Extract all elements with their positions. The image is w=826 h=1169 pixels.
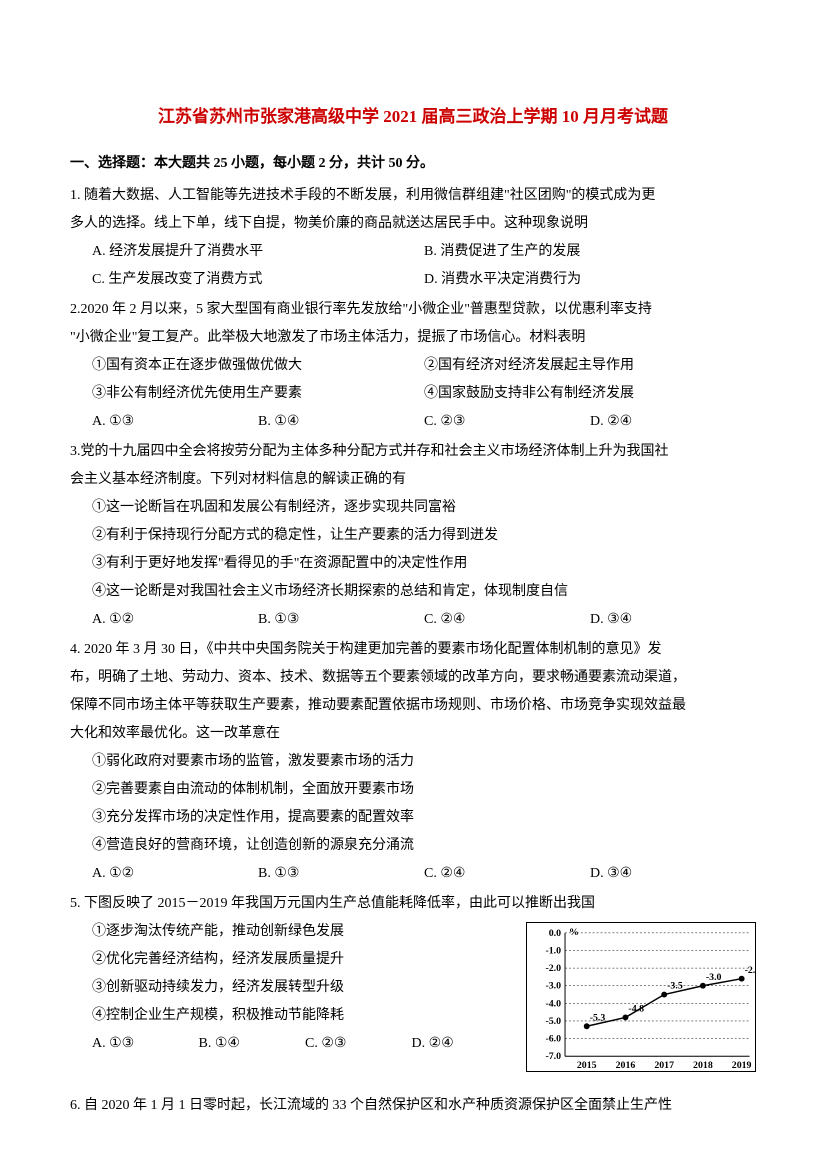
question-6: 6. 自 2020 年 1 月 1 日零时起，长江流域的 33 个自然保护区和水… xyxy=(70,1092,756,1120)
q5-sub3: ③创新驱动持续发力，经济发展转型升级 xyxy=(92,974,518,1002)
svg-text:0.0: 0.0 xyxy=(549,928,561,939)
svg-text:-2.6: -2.6 xyxy=(745,965,755,976)
svg-text:2019: 2019 xyxy=(732,1060,752,1071)
q4-stem-line2: 布，明确了土地、劳动力、资本、技术、数据等五个要素领域的改革方向，要求畅通要素流… xyxy=(70,664,756,692)
q3-stem-line1: 3.党的十九届四中全会将按劳分配为主体多种分配方式并存和社会主义市场经济体制上升… xyxy=(70,438,756,466)
q4-stem-line3: 保障不同市场主体平等获取生产要素，推动要素配置依据市场规则、市场价格、市场竞争实… xyxy=(70,692,756,720)
q1-opt-c: C. 生产发展改变了消费方式 xyxy=(92,266,424,294)
q3-sub1: ①这一论断旨在巩固和发展公有制经济，逐步实现共同富裕 xyxy=(92,494,756,522)
svg-text:-3.5: -3.5 xyxy=(667,981,683,992)
q5-opt-d: D. ②④ xyxy=(412,1030,519,1058)
exam-title: 江苏省苏州市张家港高级中学 2021 届高三政治上学期 10 月月考试题 xyxy=(70,100,756,134)
question-2: 2.2020 年 2 月以来，5 家大型国有商业银行率先发放给"小微企业"普惠型… xyxy=(70,296,756,436)
q1-opt-d: D. 消费水平决定消费行为 xyxy=(424,266,756,294)
q2-stem-line1: 2.2020 年 2 月以来，5 家大型国有商业银行率先发放给"小微企业"普惠型… xyxy=(70,296,756,324)
q5-sub1: ①逐步淘汰传统产能，推动创新绿色发展 xyxy=(92,918,518,946)
q4-opt-b: B. ①③ xyxy=(258,860,424,888)
q4-sub1: ①弱化政府对要素市场的监管，激发要素市场的活力 xyxy=(92,748,756,776)
q2-opt-b: B. ①④ xyxy=(258,408,424,436)
q5-stem: 5. 下图反映了 2015－2019 年我国万元国内生产总值能耗降低率，由此可以… xyxy=(70,890,756,918)
q2-opt-d: D. ②④ xyxy=(590,408,756,436)
svg-text:-4.0: -4.0 xyxy=(545,998,561,1009)
q2-options: A. ①③ B. ①④ C. ②③ D. ②④ xyxy=(70,408,756,436)
svg-text:2018: 2018 xyxy=(693,1060,713,1071)
q2-sub4: ④国家鼓励支持非公有制经济发展 xyxy=(424,380,756,408)
q2-opt-c: C. ②③ xyxy=(424,408,590,436)
q5-sub4: ④控制企业生产规模，积极推动节能降耗 xyxy=(92,1002,518,1030)
q5-opt-c: C. ②③ xyxy=(305,1030,412,1058)
q3-sub2: ②有利于保持现行分配方式的稳定性，让生产要素的活力得到迸发 xyxy=(92,522,756,550)
svg-text:2016: 2016 xyxy=(616,1060,636,1071)
q5-opt-a: A. ①③ xyxy=(92,1030,199,1058)
q3-opt-d: D. ③④ xyxy=(590,606,756,634)
q5-opt-b: B. ①④ xyxy=(199,1030,306,1058)
q6-stem-line1: 6. 自 2020 年 1 月 1 日零时起，长江流域的 33 个自然保护区和水… xyxy=(70,1092,756,1120)
svg-text:2015: 2015 xyxy=(577,1060,597,1071)
q2-sub3: ③非公有制经济优先使用生产要素 xyxy=(92,380,424,408)
q2-stem-line2: "小微企业"复工复产。此举极大地激发了市场主体活力，提振了市场信心。材料表明 xyxy=(70,324,756,352)
q1-opt-a: A. 经济发展提升了消费水平 xyxy=(92,238,424,266)
svg-text:-3.0: -3.0 xyxy=(545,981,561,992)
q3-stem-line2: 会主义基本经济制度。下列对材料信息的解读正确的有 xyxy=(70,466,756,494)
q5-sub2: ②优化完善经济结构，经济发展质量提升 xyxy=(92,946,518,974)
svg-text:-7.0: -7.0 xyxy=(545,1051,561,1062)
svg-text:-4.8: -4.8 xyxy=(628,1004,644,1015)
question-3: 3.党的十九届四中全会将按劳分配为主体多种分配方式并存和社会主义市场经济体制上升… xyxy=(70,438,756,634)
q3-sub4: ④这一论断是对我国社会主义市场经济长期探索的总结和肯定，体现制度自信 xyxy=(92,578,756,606)
q2-sub1: ①国有资本正在逐步做强做优做大 xyxy=(92,352,424,380)
q4-sub2: ②完善要素自由流动的体制机制，全面放开要素市场 xyxy=(92,776,756,804)
q5-options: A. ①③ B. ①④ C. ②③ D. ②④ xyxy=(70,1030,518,1058)
question-4: 4. 2020 年 3 月 30 日，《中共中央国务院关于构建更加完善的要素市场… xyxy=(70,636,756,888)
q2-sub2: ②国有经济对经济发展起主导作用 xyxy=(424,352,756,380)
svg-text:-5.3: -5.3 xyxy=(590,1012,606,1023)
q1-stem-line2: 多人的选择。线上下单，线下自提，物美价廉的商品就送达居民手中。这种现象说明 xyxy=(70,210,756,238)
svg-text:%: % xyxy=(569,927,579,938)
question-5: 5. 下图反映了 2015－2019 年我国万元国内生产总值能耗降低率，由此可以… xyxy=(70,890,756,1072)
q4-options: A. ①② B. ①③ C. ②④ D. ③④ xyxy=(70,860,756,888)
q4-sub4: ④营造良好的营商环境，让创造创新的源泉充分涌流 xyxy=(92,832,756,860)
q4-sub3: ③充分发挥市场的决定性作用，提高要素的配置效率 xyxy=(92,804,756,832)
q4-stem-line1: 4. 2020 年 3 月 30 日，《中共中央国务院关于构建更加完善的要素市场… xyxy=(70,636,756,664)
q4-opt-a: A. ①② xyxy=(92,860,258,888)
q5-chart-svg: 0.0 -1.0 -2.0 -3.0 -4.0 -5.0 -6.0 -7.0 -5.3 -4.8… xyxy=(527,923,755,1071)
q4-opt-d: D. ③④ xyxy=(590,860,756,888)
title-text: 江苏省苏州市张家港高级中学 2021 届高三政治上学期 10 月月考试题 xyxy=(158,107,668,126)
q2-sub-row1: ①国有资本正在逐步做强做优做大 ②国有经济对经济发展起主导作用 xyxy=(70,352,756,380)
svg-text:-6.0: -6.0 xyxy=(545,1034,561,1045)
q1-stem-line1: 1. 随着大数据、人工智能等先进技术手段的不断发展，利用微信群组建"社区团购"的… xyxy=(70,182,756,210)
q2-opt-a: A. ①③ xyxy=(92,408,258,436)
q4-stem-line4: 大化和效率最优化。这一改革意在 xyxy=(70,720,756,748)
q3-options: A. ①② B. ①③ C. ②④ D. ③④ xyxy=(70,606,756,634)
q3-opt-b: B. ①③ xyxy=(258,606,424,634)
q4-opt-c: C. ②④ xyxy=(424,860,590,888)
q1-options-row1: A. 经济发展提升了消费水平 B. 消费促进了生产的发展 xyxy=(70,238,756,266)
svg-text:-1.0: -1.0 xyxy=(545,945,561,956)
svg-text:-5.0: -5.0 xyxy=(545,1016,561,1027)
q1-options-row2: C. 生产发展改变了消费方式 D. 消费水平决定消费行为 xyxy=(70,266,756,294)
q3-sub3: ③有利于更好地发挥"看得见的手"在资源配置中的决定性作用 xyxy=(92,550,756,578)
q1-opt-b: B. 消费促进了生产的发展 xyxy=(424,238,756,266)
q2-sub-row2: ③非公有制经济优先使用生产要素 ④国家鼓励支持非公有制经济发展 xyxy=(70,380,756,408)
question-1: 1. 随着大数据、人工智能等先进技术手段的不断发展，利用微信群组建"社区团购"的… xyxy=(70,182,756,294)
section-1-header: 一、选择题：本大题共 25 小题，每小题 2 分，共计 50 分。 xyxy=(70,150,756,178)
svg-text:2017: 2017 xyxy=(654,1060,674,1071)
q5-chart: 0.0 -1.0 -2.0 -3.0 -4.0 -5.0 -6.0 -7.0 -5.3 -4.8… xyxy=(526,922,756,1072)
svg-text:-2.0: -2.0 xyxy=(545,963,561,974)
svg-text:-3.0: -3.0 xyxy=(706,972,722,983)
q3-opt-c: C. ②④ xyxy=(424,606,590,634)
q3-opt-a: A. ①② xyxy=(92,606,258,634)
